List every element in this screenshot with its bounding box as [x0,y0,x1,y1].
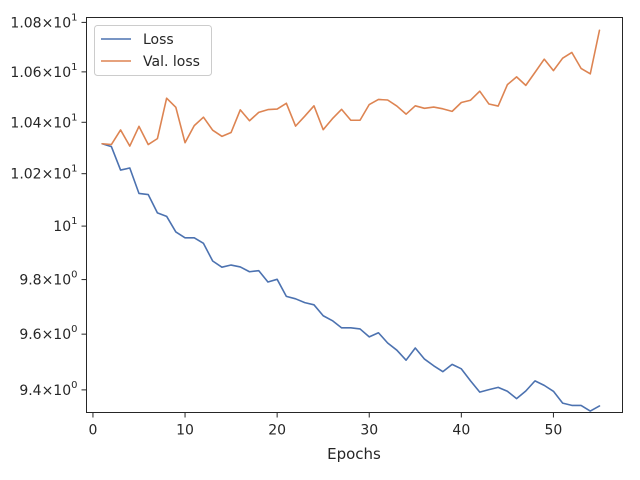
y-tick-label: 1.06×101 [10,62,77,81]
y-tick-label: 9.4×100 [19,380,77,399]
series-line-loss [101,142,601,412]
x-tick-label: 10 [176,423,194,439]
legend-label-loss: Loss [143,32,174,48]
legend: Loss Val. loss [94,25,212,76]
y-tick-label: 9.6×100 [19,324,77,343]
x-axis-label: Epochs [327,445,381,463]
y-tick-label: 9.8×100 [19,270,77,289]
y-tick-label: 1.08×101 [10,12,77,31]
plot-area [86,17,623,413]
y-tick-label: 101 [53,216,77,235]
y-tick-label: 1.02×101 [10,164,77,183]
x-tick-label: 20 [268,423,286,439]
x-tick-label: 30 [360,423,378,439]
y-axis-ticks: 9.4×100 9.6×100 9.8×100 101 1.02×101 1.04×101… [10,12,87,399]
series-line-val-loss [101,29,601,147]
legend-label-val-loss: Val. loss [143,54,200,70]
legend-box [94,25,212,76]
x-tick-label: 50 [545,423,563,439]
x-tick-label: 0 [88,423,97,439]
x-axis-ticks: 0 10 20 30 40 50 [88,412,563,439]
series-lines [101,29,601,412]
y-tick-label: 1.04×101 [10,112,77,131]
x-tick-label: 40 [452,423,470,439]
